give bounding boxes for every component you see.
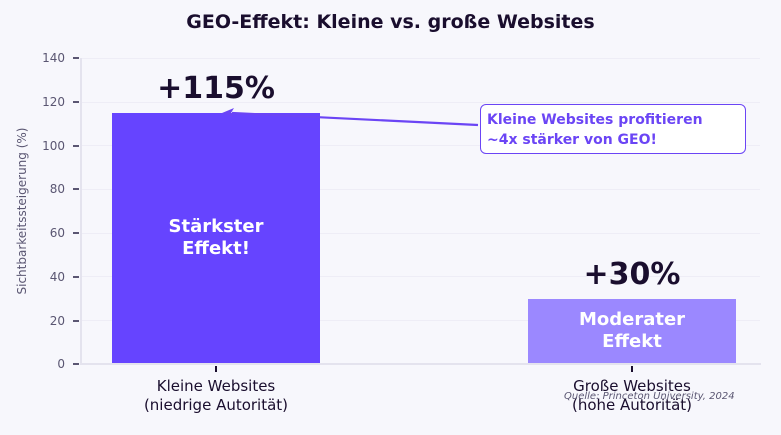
x-tick-label-small: Kleine Websites (niedrige Autorität) bbox=[86, 377, 346, 415]
y-tick bbox=[73, 101, 79, 103]
gridline-120 bbox=[82, 102, 760, 103]
inner-label-line1: Stärkster bbox=[168, 216, 264, 237]
y-tick bbox=[73, 232, 79, 234]
y-axis-label: Sichtbarkeitssteigerung (%) bbox=[15, 127, 29, 295]
y-axis-spine bbox=[80, 58, 82, 365]
x-tick bbox=[631, 366, 633, 372]
gridline-60 bbox=[82, 233, 760, 234]
bar-small-websites bbox=[112, 113, 320, 364]
y-tick-label: 100 bbox=[42, 139, 65, 153]
value-label-large: +30% bbox=[583, 257, 681, 292]
y-tick bbox=[73, 57, 79, 59]
source-note: Quelle: Princeton University, 2024 bbox=[564, 391, 735, 402]
bar-inner-label-small: Stärkster Effekt! bbox=[169, 216, 264, 260]
y-tick-label: 60 bbox=[49, 226, 65, 240]
y-tick-label: 80 bbox=[49, 182, 65, 196]
y-tick bbox=[73, 188, 79, 190]
y-tick bbox=[73, 363, 79, 365]
gridline-40 bbox=[82, 276, 760, 277]
annotation-callout: Kleine Websites profitieren ~4x stärker … bbox=[480, 104, 746, 154]
y-tick-label: 120 bbox=[42, 95, 65, 109]
x-tick-label-large: Große Websites (hohe Autorität) bbox=[502, 377, 762, 415]
y-tick-label: 0 bbox=[57, 357, 65, 371]
annotation-line1: Kleine Websites profitieren bbox=[487, 112, 703, 128]
inner-label-line1: Moderater bbox=[578, 309, 686, 330]
chart-title: GEO-Effekt: Kleine vs. große Websites bbox=[186, 11, 595, 33]
y-tick-label: 20 bbox=[49, 314, 65, 328]
inner-label-line2: Effekt! bbox=[182, 238, 250, 259]
x-tick-label-line1: Große Websites bbox=[573, 377, 691, 395]
annotation-line2: ~4x stärker von GEO! bbox=[487, 132, 657, 148]
bar-large-websites bbox=[528, 299, 736, 364]
gridline-20 bbox=[82, 320, 760, 321]
bar-inner-label-large: Moderater Effekt bbox=[579, 309, 685, 353]
y-tick bbox=[73, 145, 79, 147]
x-tick-label-line2: (niedrige Autorität) bbox=[143, 396, 289, 414]
gridline-140 bbox=[82, 58, 760, 59]
y-tick bbox=[73, 320, 79, 322]
y-tick-label: 140 bbox=[42, 51, 65, 65]
gridline-100 bbox=[82, 145, 760, 146]
inner-label-line2: Effekt bbox=[602, 331, 662, 352]
x-tick bbox=[215, 366, 217, 372]
value-label-small: +115% bbox=[157, 71, 275, 106]
x-tick-label-line1: Kleine Websites bbox=[156, 377, 276, 395]
x-tick-label-line2: (hohe Autorität) bbox=[571, 396, 692, 414]
gridline-80 bbox=[82, 189, 760, 190]
x-axis-spine bbox=[80, 363, 761, 365]
y-tick-label: 40 bbox=[49, 270, 65, 284]
y-tick bbox=[73, 276, 79, 278]
